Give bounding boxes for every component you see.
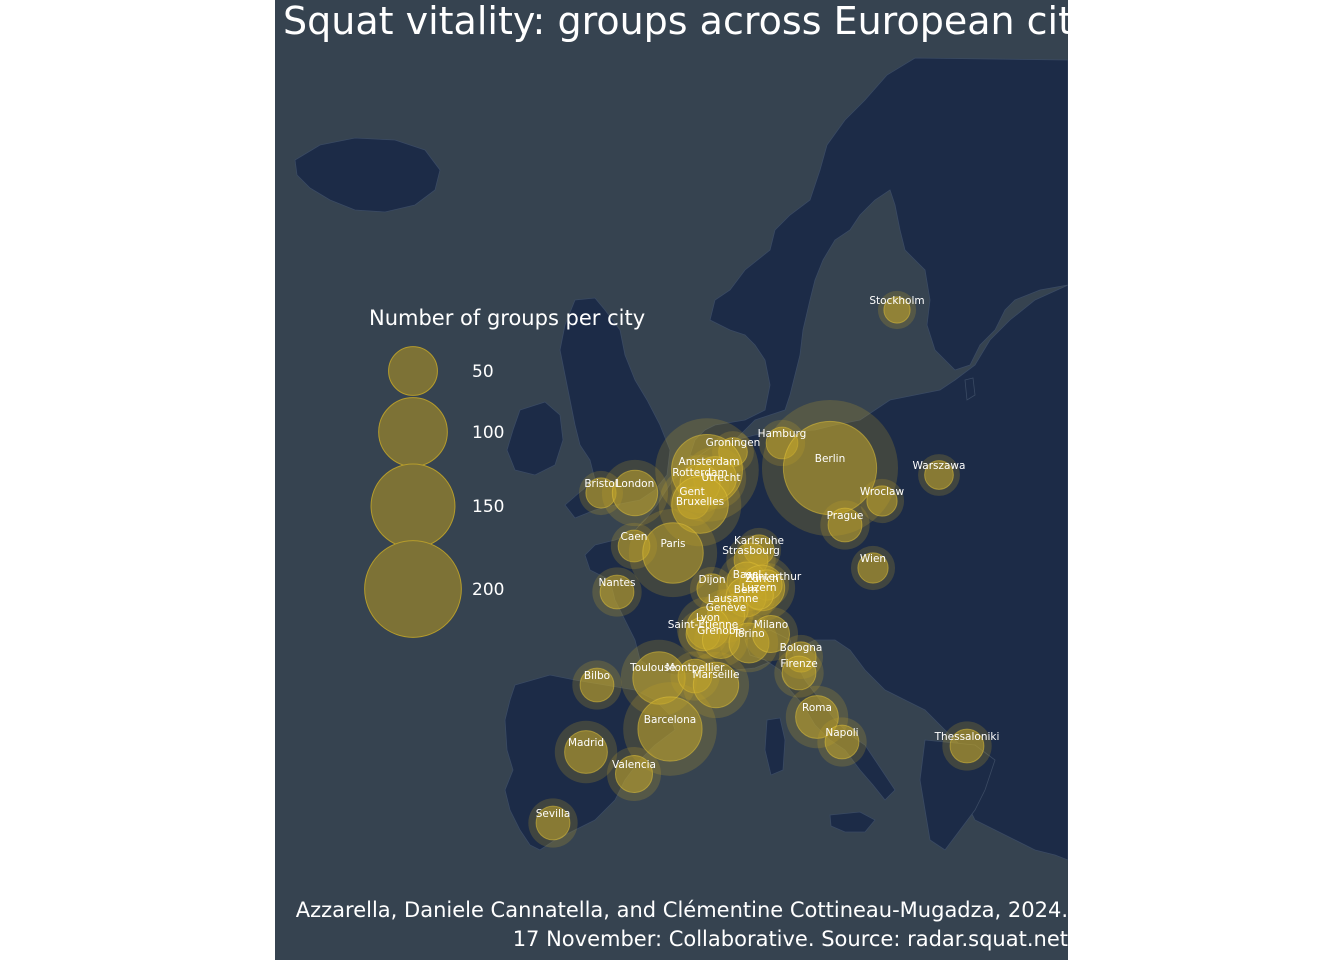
city-label-thessaloniki: Thessaloniki — [934, 731, 1000, 743]
city-label-napoli: Napoli — [825, 727, 858, 739]
city-label-gent: Gent — [679, 486, 704, 498]
city-label-z-rich: Zürich — [745, 573, 779, 585]
city-label-rotterdam: Rotterdam — [672, 467, 727, 479]
baltic-island-land — [964, 377, 976, 401]
caption-source: 17 November: Collaborative. Source: rada… — [512, 927, 1068, 951]
city-label-grenoble: Grenoble — [697, 625, 745, 637]
legend-bubble-200 — [364, 540, 462, 638]
city-label-karlsruhe: Karlsruhe — [734, 535, 784, 547]
city-bubble-roma — [795, 695, 839, 739]
continent-land — [689, 57, 1068, 461]
city-label-paris: Paris — [661, 538, 686, 550]
city-label-marseille: Marseille — [693, 669, 740, 681]
city-label-valencia: Valencia — [612, 759, 656, 771]
city-bubble-wien — [857, 552, 889, 584]
city-label-utrecht: Utrecht — [702, 472, 741, 484]
city-bubble-firenze — [781, 655, 817, 691]
city-label-bilbo: Bilbo — [584, 670, 610, 682]
city-bubble-warszawa — [924, 460, 954, 490]
city-label-dijon: Dijon — [699, 574, 726, 586]
chart-title: Squat vitality: groups across European c… — [283, 0, 1068, 43]
city-label-prague: Prague — [827, 510, 864, 522]
city-bubble-bruxelles — [671, 476, 729, 534]
city-label-madrid: Madrid — [568, 737, 604, 749]
city-label-lyon: Lyon — [696, 612, 720, 624]
city-label-strasbourg: Strasbourg — [722, 545, 780, 557]
city-bubble-nantes — [599, 574, 635, 610]
city-bubble-valencia — [614, 754, 654, 794]
legend-label-200: 200 — [472, 580, 504, 600]
city-bubble-stockholm — [883, 296, 911, 324]
city-bubble-wroclaw — [866, 485, 898, 517]
city-label-wroclaw: Wroclaw — [860, 486, 905, 498]
city-label-gen-ve: Genève — [706, 602, 746, 614]
sicily-land — [829, 811, 876, 833]
city-label-lausanne: Lausanne — [708, 593, 759, 605]
iceland-land — [294, 137, 441, 213]
city-bubble-paris — [642, 522, 704, 584]
city-label-hamburg: Hamburg — [758, 428, 807, 440]
city-label-basel: Basel — [733, 569, 762, 581]
city-label-wien: Wien — [860, 553, 886, 565]
city-label-luzern: Luzern — [741, 582, 776, 594]
legend-items: 50 100 150 200 — [364, 346, 504, 638]
city-label-toulouse: Toulouse — [629, 662, 676, 674]
city-label-barcelona: Barcelona — [644, 714, 696, 726]
city-label-stockholm: Stockholm — [869, 295, 924, 307]
city-bubble-prague — [827, 507, 863, 543]
city-label-torino: Torino — [732, 628, 764, 640]
land-masses — [294, 57, 1068, 861]
city-label-sevilla: Sevilla — [536, 808, 571, 820]
city-bubble-luzern — [744, 580, 774, 610]
legend: Number of groups per city 50 100 150 200 — [364, 306, 645, 638]
caption-credits: Azzarella, Daniele Cannatella, and Cléme… — [295, 898, 1068, 922]
city-label-bristol: Bristol — [584, 478, 617, 490]
legend-title: Number of groups per city — [369, 306, 645, 330]
city-label-warszawa: Warszawa — [913, 460, 966, 472]
city-bubble-thessaloniki — [949, 728, 985, 764]
city-label-bruxelles: Bruxelles — [676, 496, 724, 508]
city-label-berlin: Berlin — [815, 453, 845, 465]
city-label-montpellier: Montpellier — [666, 662, 726, 674]
legend-bubble-100 — [378, 397, 448, 467]
city-bubble-sevilla — [535, 805, 571, 841]
legend-label-150: 150 — [472, 497, 504, 517]
map-figure: Stockholm Groningen Hamburg Amsterdam Utrech… — [275, 0, 1068, 960]
city-label-roma: Roma — [802, 702, 832, 714]
city-bubble-london — [611, 469, 659, 517]
city-bubble-napoli — [824, 724, 860, 760]
city-label-amsterdam: Amsterdam — [679, 456, 740, 468]
city-label-milano: Milano — [754, 619, 788, 631]
city-label-bern: Bern — [734, 584, 758, 596]
city-bubble-milano — [751, 614, 791, 654]
city-bubble-barcelona — [637, 696, 703, 762]
city-label-bologna: Bologna — [780, 642, 823, 654]
city-label-winterthur: Winterthur — [745, 571, 802, 583]
legend-label-50: 50 — [472, 362, 494, 382]
city-label-caen: Caen — [621, 531, 648, 543]
city-bubble-madrid — [564, 730, 608, 774]
sardinia-land — [764, 717, 786, 776]
city-bubble-bilbo — [579, 667, 615, 703]
ireland-land — [506, 401, 564, 476]
city-bubble-marseille — [692, 661, 740, 709]
city-label-nantes: Nantes — [599, 577, 636, 589]
city-bubble-berlin — [782, 420, 878, 516]
city-label-groningen: Groningen — [706, 437, 761, 449]
city-label-firenze: Firenze — [780, 658, 817, 670]
legend-bubble-50 — [388, 346, 438, 396]
city-label-saint-tienne: Saint-Étienne — [668, 618, 738, 631]
legend-bubble-150 — [370, 463, 456, 549]
city-label-london: London — [616, 478, 655, 490]
legend-label-100: 100 — [472, 423, 504, 443]
greece-land — [919, 739, 996, 851]
